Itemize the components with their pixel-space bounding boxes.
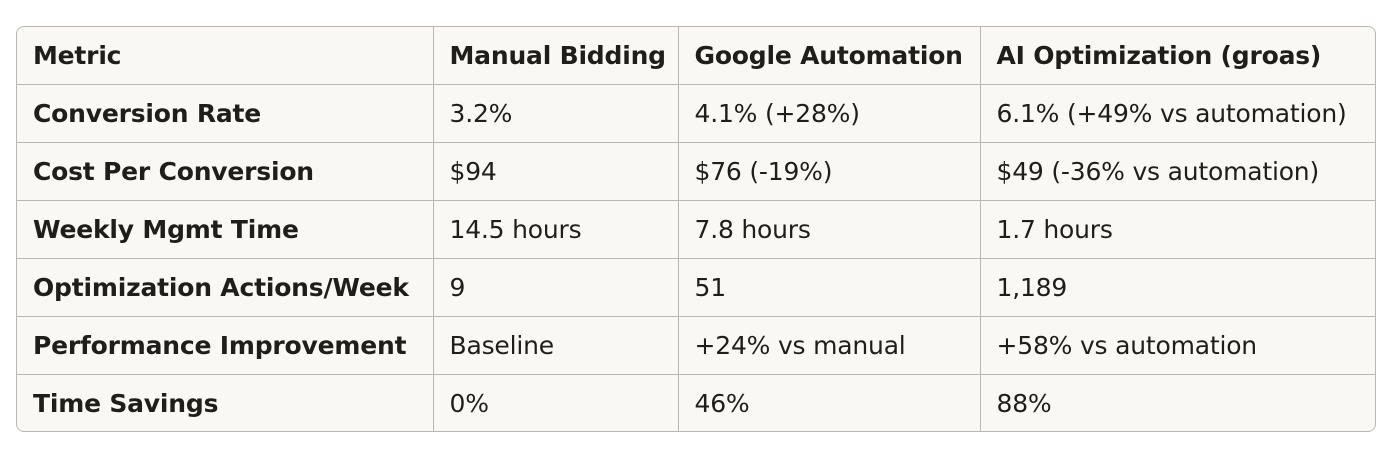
header-manual-bidding: Manual Bidding [433,27,679,85]
manual-bidding-cell: 9 [433,258,679,317]
header-metric: Metric [17,27,434,85]
ai-optimization-cell: 6.1% (+49% vs automation) [980,84,1375,143]
google-automation-cell: +24% vs manual [678,316,981,375]
manual-bidding-cell: $94 [433,142,679,201]
manual-bidding-cell: 3.2% [433,84,679,143]
ai-optimization-cell: 1.7 hours [980,200,1375,259]
table-row: Performance Improvement Baseline +24% vs… [17,316,1375,375]
comparison-table: Metric Manual Bidding Google Automation … [16,26,1376,432]
ai-optimization-cell: 1,189 [980,258,1375,317]
metric-cell: Conversion Rate [17,84,434,143]
comparison-table-grid: Metric Manual Bidding Google Automation … [17,27,1375,431]
ai-optimization-cell: $49 (-36% vs automation) [980,142,1375,201]
metric-cell: Optimization Actions/Week [17,258,434,317]
table-row: Conversion Rate 3.2% 4.1% (+28%) 6.1% (+… [17,84,1375,143]
google-automation-cell: 46% [678,374,981,431]
metric-cell: Cost Per Conversion [17,142,434,201]
metric-cell: Performance Improvement [17,316,434,375]
ai-optimization-cell: +58% vs automation [980,316,1375,375]
table-header: Metric Manual Bidding Google Automation … [17,27,1375,85]
table-row: Weekly Mgmt Time 14.5 hours 7.8 hours 1.… [17,200,1375,259]
google-automation-cell: 4.1% (+28%) [678,84,981,143]
table-row: Optimization Actions/Week 9 51 1,189 [17,258,1375,317]
manual-bidding-cell: 14.5 hours [433,200,679,259]
google-automation-cell: 7.8 hours [678,200,981,259]
header-google-automation: Google Automation [678,27,981,85]
metric-cell: Weekly Mgmt Time [17,200,434,259]
header-ai-optimization: AI Optimization (groas) [980,27,1375,85]
table-body: Conversion Rate 3.2% 4.1% (+28%) 6.1% (+… [17,84,1375,431]
google-automation-cell: 51 [678,258,981,317]
google-automation-cell: $76 (-19%) [678,142,981,201]
ai-optimization-cell: 88% [996,389,1052,418]
table-row: Time Savings 0% 46% 88% [17,374,1375,431]
manual-bidding-cell: Baseline [433,316,679,375]
table-row: Cost Per Conversion $94 $76 (-19%) $49 (… [17,142,1375,201]
metric-cell: Time Savings [17,374,434,431]
manual-bidding-cell: 0% [433,374,679,431]
header-row: Metric Manual Bidding Google Automation … [17,27,1375,85]
